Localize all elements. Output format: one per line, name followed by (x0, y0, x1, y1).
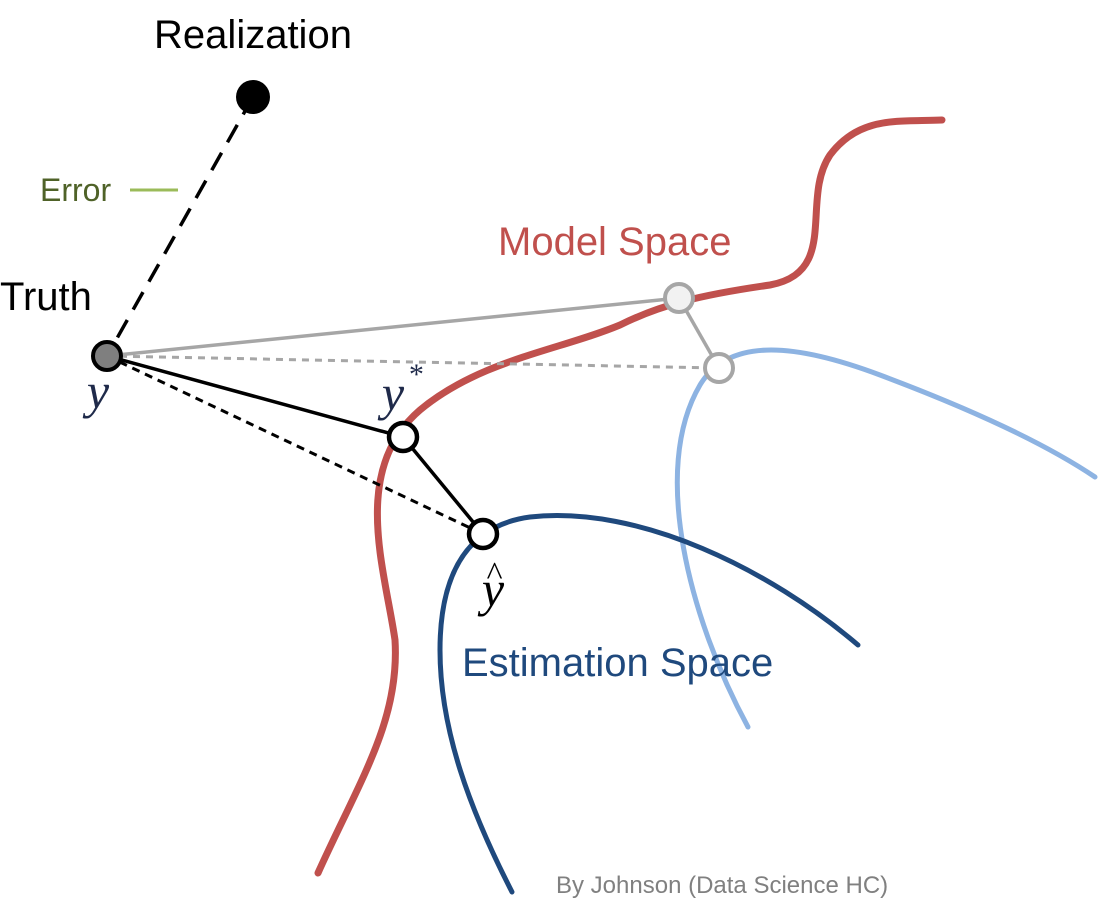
estimate-point (466, 517, 500, 551)
alt-model-point (663, 282, 695, 314)
model-symbol-superscript: * (408, 358, 423, 391)
realization-point (236, 80, 270, 114)
realization-label: Realization (154, 13, 352, 57)
realization-error-line (105, 96, 255, 357)
model-symbol: y (377, 365, 405, 421)
estimate-symbol: y (477, 561, 505, 617)
truth-symbol: y (82, 363, 110, 419)
truth-point (91, 340, 123, 372)
model-point (386, 420, 420, 454)
truth-to-estimate-dotted-line (106, 354, 484, 536)
alt-estimation-space-curve (674, 347, 1098, 730)
alt-estimate-point (703, 352, 735, 384)
model-to-estimate-line (401, 435, 485, 536)
model-space-curve (314, 116, 946, 877)
estimate-hat: ^ (486, 556, 503, 593)
credit-label: By Johnson (Data Science HC) (556, 872, 888, 899)
truth-label: Truth (0, 275, 92, 319)
estimation-space-label: Estimation Space (462, 641, 773, 685)
truth-to-alt-estimate-dotted-line (106, 354, 720, 370)
truth-to-model-point-line (106, 354, 404, 439)
error-label: Error (40, 172, 111, 208)
model-space-label: Model Space (498, 220, 731, 264)
truth-to-alt-model-line (106, 296, 680, 358)
